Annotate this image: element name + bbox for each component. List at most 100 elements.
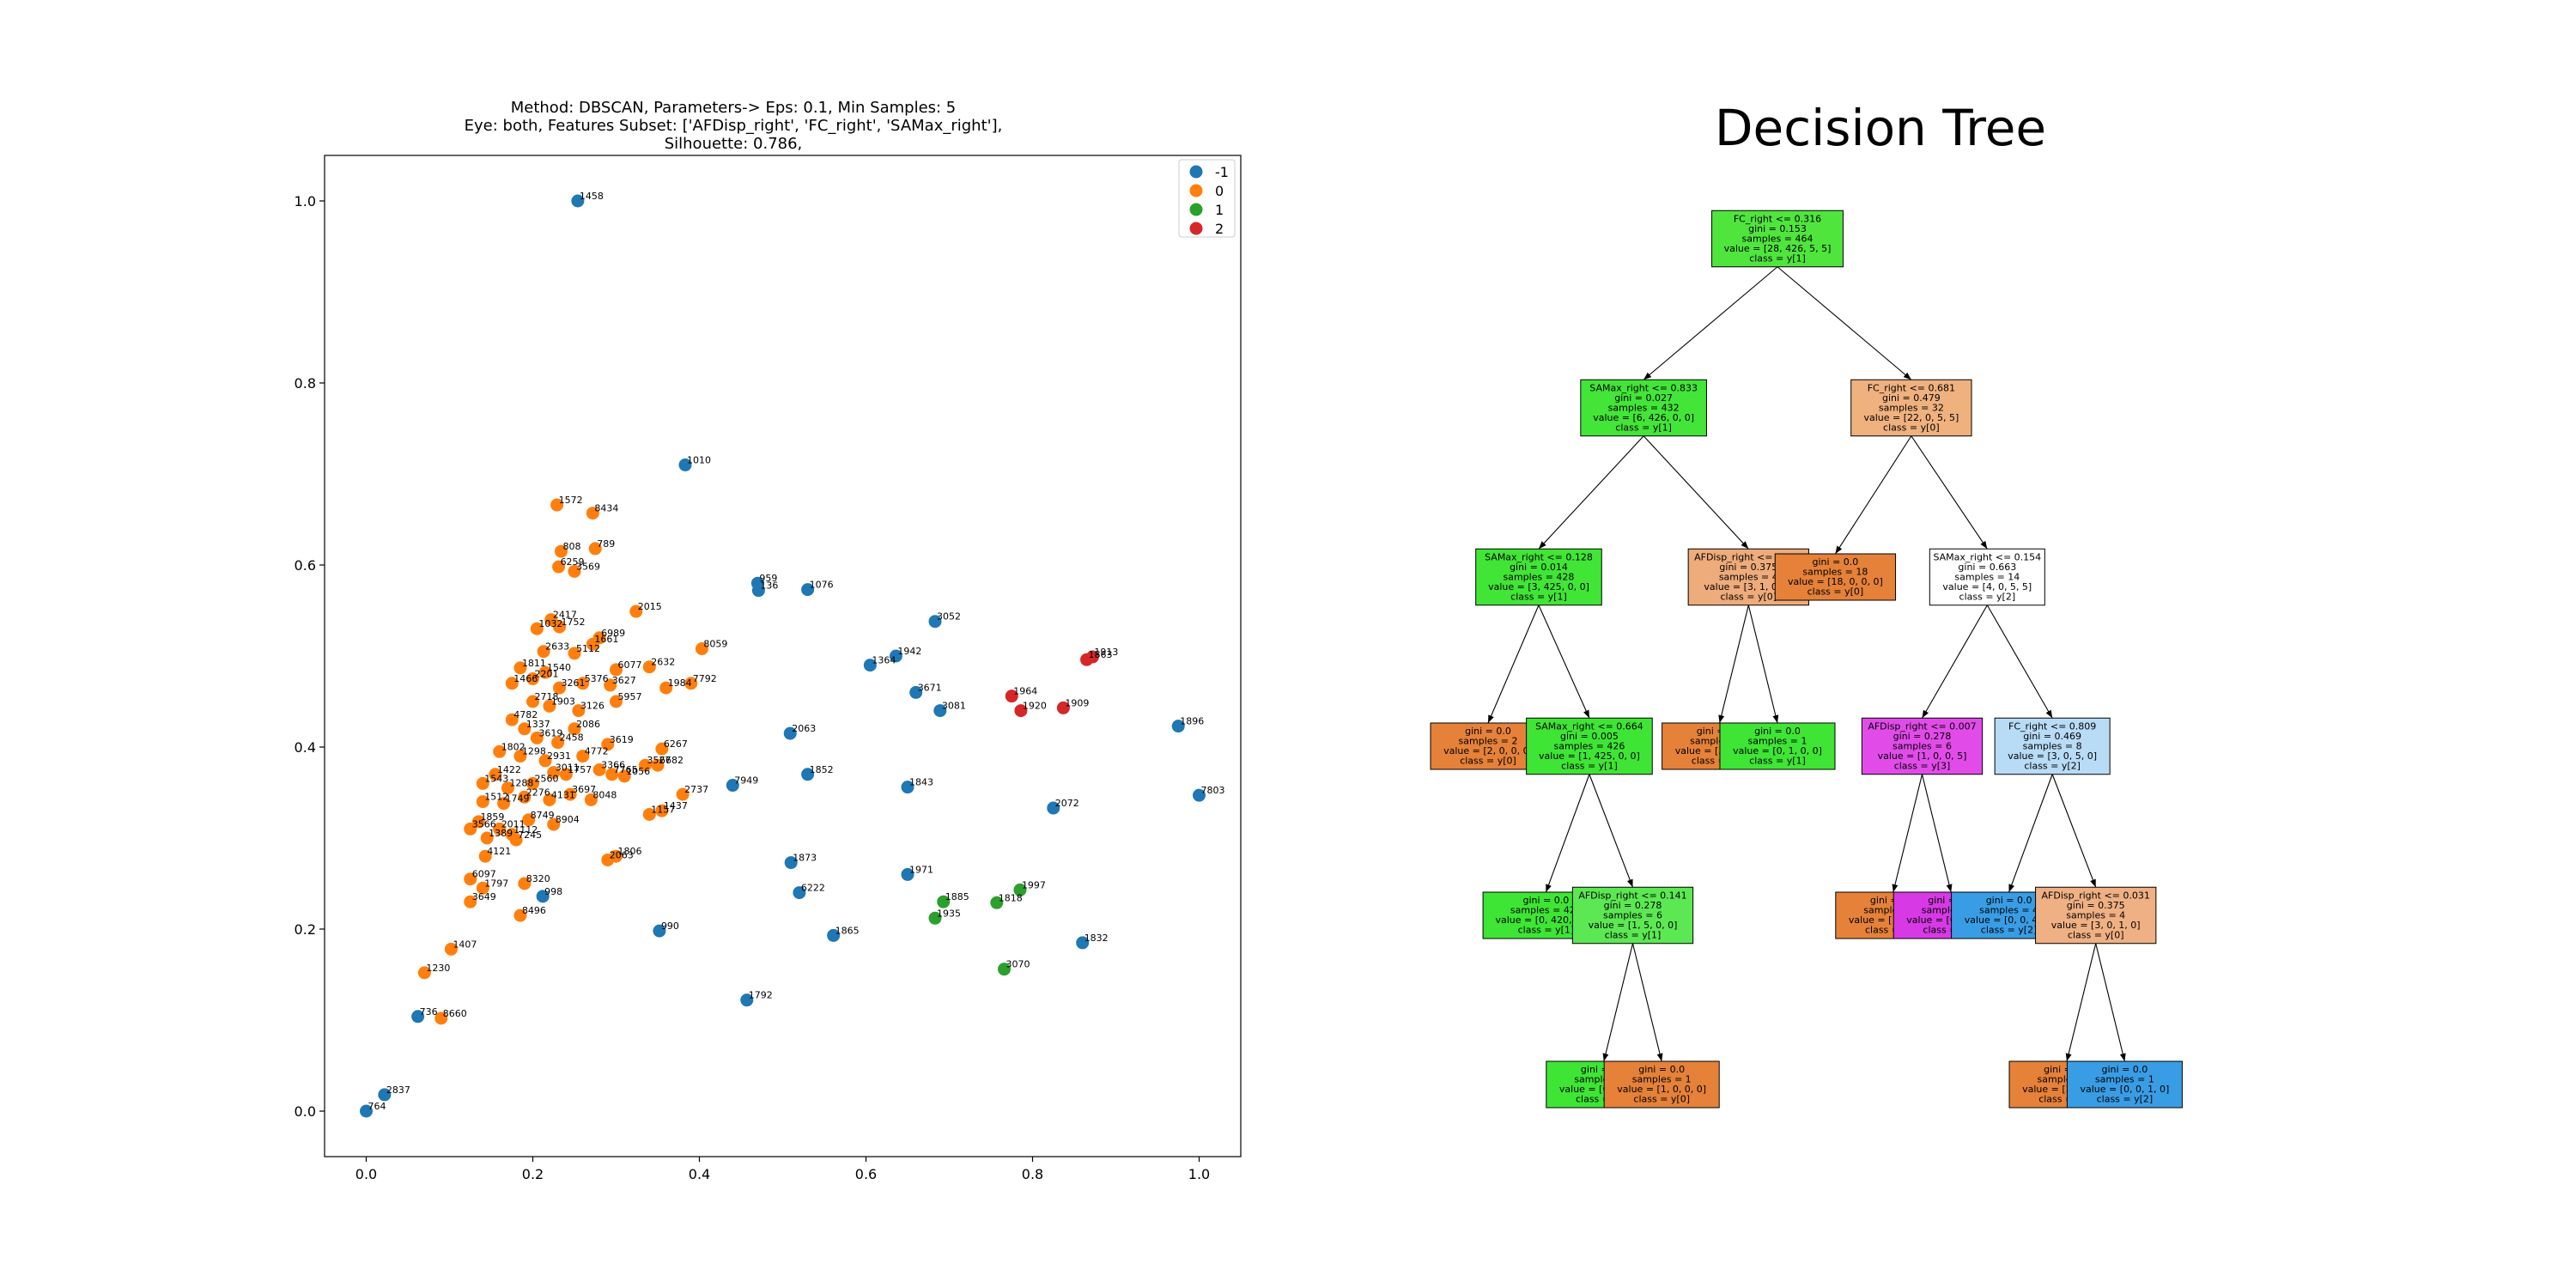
point-label: 1389 xyxy=(489,828,513,839)
tree-node-text: gini = 0.0 xyxy=(1754,726,1801,737)
tree-node-text: class = y[0] xyxy=(1460,756,1516,767)
chart-title: Method: DBSCAN, Parameters-> Eps: 0.1, M… xyxy=(465,99,1003,153)
point-label: 3011 xyxy=(556,762,580,774)
data-point xyxy=(553,681,567,695)
tree-node-text: value = [3, 0, 5, 0] xyxy=(2008,750,2097,762)
point-label: 2201 xyxy=(535,669,559,680)
data-point xyxy=(530,622,544,635)
point-label: 1913 xyxy=(1094,647,1118,658)
tree-node-text: gini = 0.0 xyxy=(1638,1064,1685,1075)
point-label: 2737 xyxy=(684,784,708,795)
data-point xyxy=(501,781,514,795)
tree-node-text: FC_right <= 0.316 xyxy=(1734,213,1821,224)
data-point xyxy=(1047,801,1060,815)
point-label: 7765 xyxy=(614,764,638,775)
tree-node-text: gini = 0.278 xyxy=(1893,731,1952,742)
legend-label: 2 xyxy=(1215,221,1224,237)
tree-node-text: gini = 0.0 xyxy=(1986,895,2032,906)
tree-node-text: class = y[0] xyxy=(1720,591,1777,602)
tree-edge-arrow xyxy=(1946,884,1953,892)
point-label: 1422 xyxy=(497,764,521,775)
data-point xyxy=(572,704,586,718)
data-point xyxy=(518,790,532,804)
y-tick-label: 0.2 xyxy=(295,921,316,938)
point-label: 1466 xyxy=(513,673,538,684)
tree-node-box xyxy=(1571,886,1694,945)
x-tick-label: 0.4 xyxy=(689,1166,710,1182)
x-tick-label: 1.0 xyxy=(1188,1166,1210,1182)
tree-node-text: class = y[3] xyxy=(1894,760,1951,771)
tree-node-text: AFDisp_right <= 0.007 xyxy=(1868,720,1976,732)
point-label: 3126 xyxy=(580,701,605,712)
legend-marker xyxy=(1189,222,1203,235)
tree-node-text: value = [3, 425, 0, 0] xyxy=(1488,581,1589,592)
x-tick-label: 0.0 xyxy=(355,1166,377,1182)
data-point xyxy=(642,807,656,821)
point-label: 6077 xyxy=(618,659,642,671)
point-label: 1843 xyxy=(909,777,933,788)
tree-title: Decision Tree xyxy=(1715,99,2046,157)
data-point xyxy=(378,1088,392,1102)
data-point xyxy=(563,787,577,801)
tree-node-text: gini = 0.0 xyxy=(1465,726,1511,737)
tree-node-text: samples = 14 xyxy=(1954,571,2020,582)
data-point xyxy=(610,663,623,677)
point-label: 1818 xyxy=(999,892,1023,903)
data-point xyxy=(827,928,841,942)
point-label: 5957 xyxy=(618,691,642,702)
x-tick-label: 0.2 xyxy=(522,1166,544,1182)
tree-node-text: samples = 432 xyxy=(1608,402,1680,413)
tree-node-text: samples = 1 xyxy=(2095,1074,2154,1085)
tree-node-text: SAMax_right <= 0.128 xyxy=(1485,551,1593,562)
tree-node-text: class = y[2] xyxy=(2024,760,2081,771)
data-point xyxy=(928,615,942,629)
legend: -1 0 1 2 xyxy=(1178,159,1236,238)
point-label: 8059 xyxy=(703,639,727,650)
tree-node-text: samples = 1 xyxy=(1748,736,1807,747)
tree-node-text: samples = 32 xyxy=(1879,402,1944,413)
tree-edge xyxy=(1986,605,2053,719)
point-label: 3569 xyxy=(576,561,600,572)
data-point xyxy=(1085,650,1099,664)
data-point xyxy=(476,795,489,809)
tree-node-text: value = [1, 0, 0, 0] xyxy=(1617,1084,1706,1095)
point-label: 2072 xyxy=(1055,798,1079,809)
data-point xyxy=(889,649,902,663)
tree-node-text: class = y[1] xyxy=(1518,925,1575,936)
data-point xyxy=(659,681,673,695)
data-point xyxy=(901,781,914,794)
data-point xyxy=(801,583,815,597)
tree-node-box xyxy=(1774,553,1897,601)
point-label: 1811 xyxy=(522,658,546,669)
data-point xyxy=(1014,704,1028,718)
y-tick-label: 0.6 xyxy=(295,557,316,574)
point-label: 5112 xyxy=(576,643,600,654)
tree-node-text: gini = 0.027 xyxy=(1614,392,1673,404)
data-point xyxy=(586,507,599,520)
point-label: 2276 xyxy=(526,787,550,798)
tree-edge xyxy=(1911,435,1988,550)
tree-edge xyxy=(1538,435,1644,550)
point-label: 2086 xyxy=(576,719,600,730)
point-label: 2015 xyxy=(638,601,662,612)
data-point xyxy=(547,766,561,780)
tree-node-text: samples = 8 xyxy=(2023,740,2082,751)
point-label: 1792 xyxy=(749,990,773,1001)
point-label: 1802 xyxy=(501,741,526,752)
tree-node-text: samples = 426 xyxy=(1553,740,1625,751)
tree-node-text: gini = 0.005 xyxy=(1560,731,1619,742)
tree-node-text: value = [4, 0, 5, 5] xyxy=(1942,581,2032,592)
point-label: 1859 xyxy=(480,811,504,823)
y-tick-label: 0.4 xyxy=(295,739,316,756)
tree-node-text: value = [1, 0, 0, 5] xyxy=(1878,750,1967,762)
point-label: 789 xyxy=(597,538,615,550)
data-point xyxy=(505,713,519,726)
point-label: 6267 xyxy=(664,738,688,750)
data-point xyxy=(530,731,544,744)
data-point xyxy=(928,911,942,925)
